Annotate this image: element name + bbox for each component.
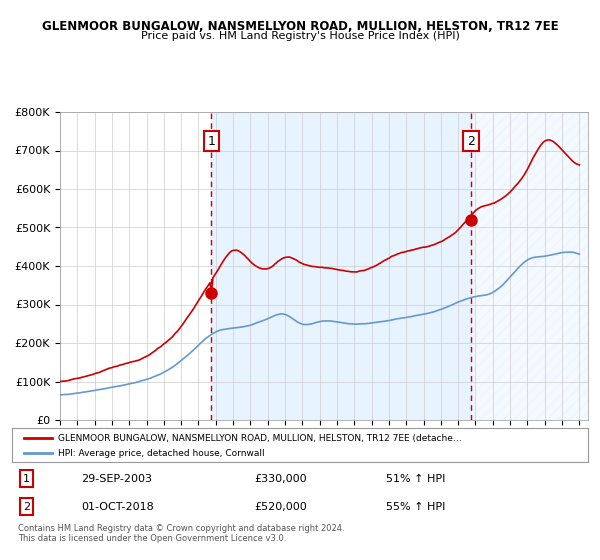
Text: £520,000: £520,000 (254, 502, 307, 512)
Text: 1: 1 (23, 474, 30, 484)
Text: 01-OCT-2018: 01-OCT-2018 (81, 502, 154, 512)
Bar (471, 112, 588, 420)
Text: £330,000: £330,000 (254, 474, 307, 484)
Text: GLENMOOR BUNGALOW, NANSMELLYON ROAD, MULLION, HELSTON, TR12 7EE: GLENMOOR BUNGALOW, NANSMELLYON ROAD, MUL… (41, 20, 559, 32)
Text: GLENMOOR BUNGALOW, NANSMELLYON ROAD, MULLION, HELSTON, TR12 7EE (detache…: GLENMOOR BUNGALOW, NANSMELLYON ROAD, MUL… (58, 434, 462, 443)
Text: 29-SEP-2003: 29-SEP-2003 (81, 474, 152, 484)
Text: HPI: Average price, detached house, Cornwall: HPI: Average price, detached house, Corn… (58, 449, 265, 458)
Bar (211, 112, 471, 420)
Text: 2: 2 (467, 135, 475, 148)
Text: 1: 1 (208, 135, 215, 148)
Text: 51% ↑ HPI: 51% ↑ HPI (386, 474, 446, 484)
Bar (471, 112, 588, 420)
Text: Contains HM Land Registry data © Crown copyright and database right 2024.
This d: Contains HM Land Registry data © Crown c… (18, 524, 344, 543)
Text: Price paid vs. HM Land Registry's House Price Index (HPI): Price paid vs. HM Land Registry's House … (140, 31, 460, 41)
Text: 55% ↑ HPI: 55% ↑ HPI (386, 502, 446, 512)
Text: 2: 2 (23, 502, 30, 512)
